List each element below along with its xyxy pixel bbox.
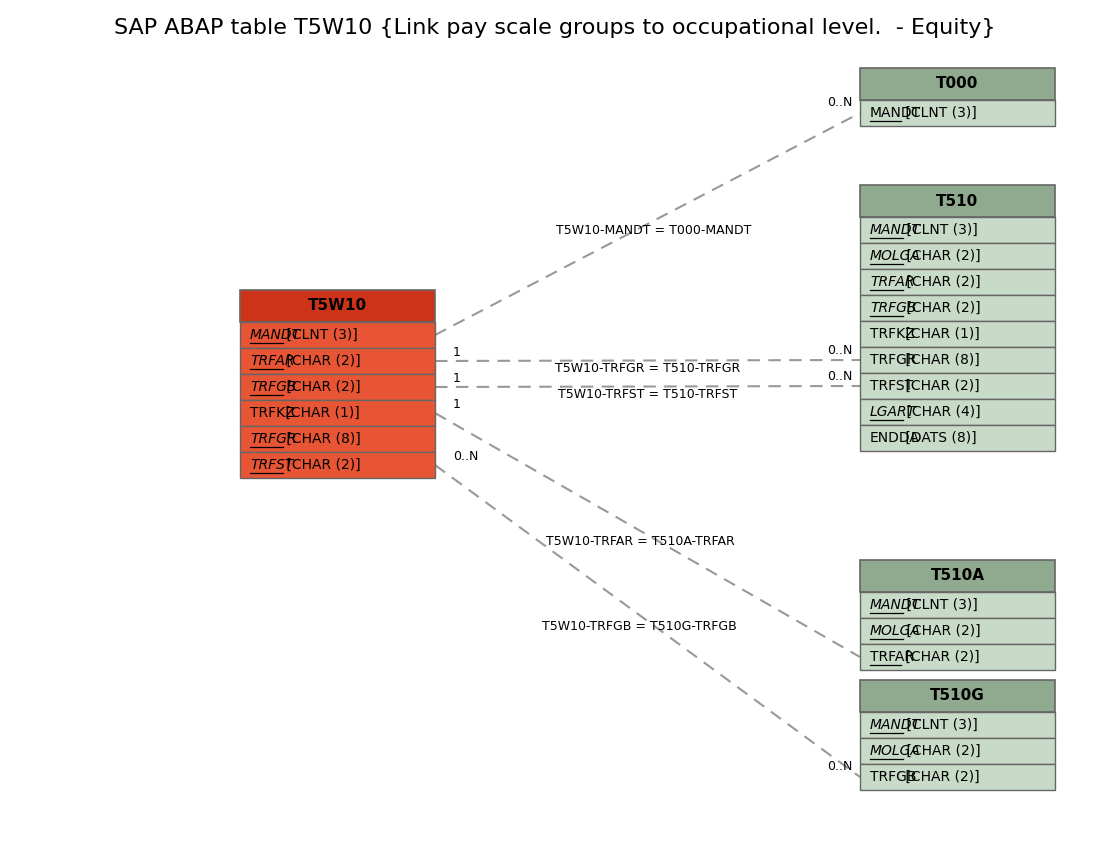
FancyBboxPatch shape <box>859 592 1055 618</box>
Text: TRFAR: TRFAR <box>869 275 915 289</box>
Text: [CLNT (3)]: [CLNT (3)] <box>903 718 978 732</box>
FancyBboxPatch shape <box>859 68 1055 100</box>
FancyBboxPatch shape <box>859 712 1055 738</box>
Text: TRFGB: TRFGB <box>250 380 296 394</box>
Text: [CHAR (1)]: [CHAR (1)] <box>281 406 359 420</box>
FancyBboxPatch shape <box>859 764 1055 790</box>
Text: T5W10-TRFST = T510-TRFST: T5W10-TRFST = T510-TRFST <box>558 388 737 401</box>
Text: 0..N: 0..N <box>826 343 852 356</box>
FancyBboxPatch shape <box>859 738 1055 764</box>
Text: [CHAR (2)]: [CHAR (2)] <box>903 624 981 638</box>
Text: 0..N: 0..N <box>452 450 478 464</box>
Text: T5W10: T5W10 <box>308 298 367 314</box>
Text: MANDT: MANDT <box>869 598 920 612</box>
Text: [CLNT (3)]: [CLNT (3)] <box>903 223 978 237</box>
FancyBboxPatch shape <box>240 452 435 478</box>
FancyBboxPatch shape <box>240 400 435 426</box>
FancyBboxPatch shape <box>859 560 1055 592</box>
Text: T5W10-TRFGB = T510G-TRFGB: T5W10-TRFGB = T510G-TRFGB <box>542 620 736 633</box>
Text: 0..N: 0..N <box>826 761 852 773</box>
Text: LGART: LGART <box>869 405 916 419</box>
Text: TRFGR: TRFGR <box>869 353 916 367</box>
Text: MANDT: MANDT <box>869 106 922 120</box>
Text: [CHAR (2)]: [CHAR (2)] <box>903 249 981 263</box>
Text: [CHAR (2)]: [CHAR (2)] <box>283 354 362 368</box>
Text: MANDT: MANDT <box>869 718 920 732</box>
Text: [CHAR (2)]: [CHAR (2)] <box>903 275 981 289</box>
FancyBboxPatch shape <box>859 373 1055 399</box>
Text: MANDT: MANDT <box>869 223 920 237</box>
Text: TRFGB: TRFGB <box>869 770 916 784</box>
FancyBboxPatch shape <box>859 243 1055 269</box>
FancyBboxPatch shape <box>240 374 435 400</box>
Text: TRFAR: TRFAR <box>869 650 914 664</box>
FancyBboxPatch shape <box>859 680 1055 712</box>
FancyBboxPatch shape <box>859 100 1055 126</box>
Text: T5W10-TRFGR = T510-TRFGR: T5W10-TRFGR = T510-TRFGR <box>554 362 740 375</box>
Text: 1: 1 <box>452 399 461 411</box>
FancyBboxPatch shape <box>859 185 1055 217</box>
Text: MOLGA: MOLGA <box>869 624 920 638</box>
Text: TRFST: TRFST <box>250 458 294 472</box>
FancyBboxPatch shape <box>240 290 435 322</box>
FancyBboxPatch shape <box>240 348 435 374</box>
Text: TRFKZ: TRFKZ <box>250 406 295 420</box>
Text: 0..N: 0..N <box>826 370 852 382</box>
Text: [CHAR (8)]: [CHAR (8)] <box>283 432 362 446</box>
Text: [CLNT (3)]: [CLNT (3)] <box>903 598 978 612</box>
FancyBboxPatch shape <box>859 425 1055 451</box>
Text: [CHAR (2)]: [CHAR (2)] <box>901 379 979 393</box>
Text: TRFST: TRFST <box>869 379 913 393</box>
Text: [CHAR (2)]: [CHAR (2)] <box>283 380 362 394</box>
FancyBboxPatch shape <box>859 644 1055 670</box>
FancyBboxPatch shape <box>240 322 435 348</box>
Text: TRFGB: TRFGB <box>869 301 916 315</box>
Text: T510G: T510G <box>930 689 985 704</box>
Text: TRFAR: TRFAR <box>250 354 295 368</box>
Text: T510: T510 <box>936 193 978 209</box>
Text: [CHAR (4)]: [CHAR (4)] <box>903 405 981 419</box>
Text: 0..N: 0..N <box>826 97 852 109</box>
Text: [CHAR (2)]: [CHAR (2)] <box>283 458 362 472</box>
FancyBboxPatch shape <box>859 618 1055 644</box>
Text: [CLNT (3)]: [CLNT (3)] <box>283 328 358 342</box>
FancyBboxPatch shape <box>859 217 1055 243</box>
Text: TRFGR: TRFGR <box>250 432 296 446</box>
Text: 1: 1 <box>452 347 461 360</box>
FancyBboxPatch shape <box>859 295 1055 321</box>
FancyBboxPatch shape <box>859 269 1055 295</box>
Text: MOLGA: MOLGA <box>869 744 920 758</box>
Text: MOLGA: MOLGA <box>869 249 920 263</box>
FancyBboxPatch shape <box>240 426 435 452</box>
Text: [CHAR (2)]: [CHAR (2)] <box>903 744 981 758</box>
Text: [DATS (8)]: [DATS (8)] <box>901 431 977 445</box>
Text: T000: T000 <box>936 76 978 92</box>
Text: T510A: T510A <box>930 568 985 583</box>
Text: T5W10-TRFAR = T510A-TRFAR: T5W10-TRFAR = T510A-TRFAR <box>546 534 735 548</box>
Text: SAP ABAP table T5W10 {Link pay scale groups to occupational level.  - Equity}: SAP ABAP table T5W10 {Link pay scale gro… <box>114 18 995 38</box>
Text: MANDT: MANDT <box>250 328 301 342</box>
FancyBboxPatch shape <box>859 321 1055 347</box>
Text: T5W10-MANDT = T000-MANDT: T5W10-MANDT = T000-MANDT <box>557 224 752 237</box>
Text: [CHAR (1)]: [CHAR (1)] <box>901 327 979 341</box>
FancyBboxPatch shape <box>859 399 1055 425</box>
Text: [CHAR (2)]: [CHAR (2)] <box>901 770 979 784</box>
Text: [CHAR (8)]: [CHAR (8)] <box>901 353 979 367</box>
FancyBboxPatch shape <box>859 347 1055 373</box>
Text: ENDDA: ENDDA <box>869 431 919 445</box>
Text: [CLNT (3)]: [CLNT (3)] <box>901 106 977 120</box>
Text: 1: 1 <box>452 372 461 386</box>
Text: [CHAR (2)]: [CHAR (2)] <box>903 301 981 315</box>
Text: TRFKZ: TRFKZ <box>869 327 915 341</box>
Text: [CHAR (2)]: [CHAR (2)] <box>901 650 979 664</box>
